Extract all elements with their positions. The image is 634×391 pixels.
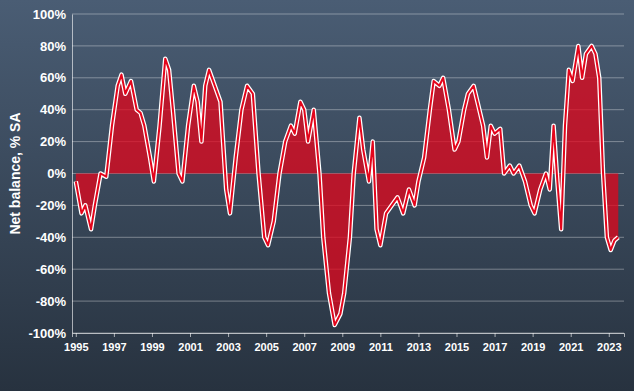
x-tick: 2013 <box>407 333 431 353</box>
x-tick-mark <box>266 333 267 337</box>
x-axis: 1995 1997 1999 2001 2003 2005 2007 2009 2011 2013… <box>64 333 624 353</box>
x-tick: 2017 <box>483 333 507 353</box>
x-tick-label: 2003 <box>216 341 240 353</box>
x-tick-mark <box>228 333 229 337</box>
x-tick-label: 2013 <box>407 341 431 353</box>
x-tick-label: 2005 <box>254 341 278 353</box>
y-tick: -60% <box>36 262 72 277</box>
x-tick: 2005 <box>254 333 278 353</box>
area <box>76 46 618 325</box>
grid-line <box>72 14 624 15</box>
x-tick-mark <box>456 333 457 337</box>
x-tick-label: 2009 <box>331 341 355 353</box>
y-tick-label: -80% <box>36 294 67 309</box>
x-tick: 1999 <box>140 333 164 353</box>
y-tick-label: 40% <box>40 102 66 117</box>
grid <box>72 14 624 333</box>
x-tick: 2009 <box>331 333 355 353</box>
x-tick-mark <box>495 333 496 337</box>
chart: -100% -80% -60% -40% -20% 0% 20% 40% 60% 80% 100% 1… <box>0 0 634 391</box>
y-axis-title: Net balance, % SA <box>7 112 23 234</box>
x-tick: 2023 <box>597 333 621 353</box>
x-tick: 2003 <box>216 333 240 353</box>
x-tick: 2019 <box>521 333 545 353</box>
y-tick-label: -20% <box>36 198 67 213</box>
x-tick-mark <box>114 333 115 337</box>
y-tick-label: 60% <box>40 70 66 85</box>
x-tick-mark <box>380 333 381 337</box>
y-axis-line <box>72 15 73 334</box>
x-tick-label: 2023 <box>597 341 621 353</box>
y-tick-label: 20% <box>40 134 66 149</box>
background <box>0 0 634 391</box>
x-tick: 2021 <box>559 333 583 353</box>
x-tick: 2007 <box>292 333 316 353</box>
x-tick-label: 2015 <box>445 341 469 353</box>
x-tick-label: 1999 <box>140 341 164 353</box>
x-tick-mark <box>76 333 77 337</box>
x-tick-label: 1995 <box>64 341 88 353</box>
y-tick-label: -40% <box>36 230 67 245</box>
x-tick-label: 2001 <box>178 341 202 353</box>
y-tick: -100% <box>28 326 72 341</box>
x-tick-label: 1997 <box>102 341 126 353</box>
plot-marks <box>76 46 618 325</box>
x-tick-mark <box>418 333 419 337</box>
y-tick: 0% <box>47 166 72 181</box>
x-tick-label: 2019 <box>521 341 545 353</box>
y-tick: 100% <box>33 7 72 22</box>
y-tick-label: 100% <box>33 7 67 22</box>
y-axis: -100% -80% -60% -40% -20% 0% 20% 40% 60% 80% 100% <box>28 7 72 341</box>
y-tick: -20% <box>36 198 72 213</box>
x-tick-mark <box>152 333 153 337</box>
x-tick-mark <box>304 333 305 337</box>
line <box>76 46 618 325</box>
x-axis-line <box>73 334 625 338</box>
x-tick-label: 2011 <box>369 341 393 353</box>
x-tick-mark <box>190 333 191 337</box>
y-tick-label: -60% <box>36 262 67 277</box>
x-tick-mark <box>571 333 572 337</box>
x-tick-label: 2021 <box>559 341 583 353</box>
x-tick: 2011 <box>369 333 393 353</box>
y-tick: 20% <box>40 134 72 149</box>
x-tick: 1995 <box>64 333 88 353</box>
y-tick-label: -100% <box>28 326 66 341</box>
x-tick-mark <box>609 333 610 337</box>
x-tick: 2015 <box>445 333 469 353</box>
y-tick: -80% <box>36 294 72 309</box>
x-tick: 2001 <box>178 333 202 353</box>
grid-line <box>72 45 624 46</box>
x-tick-mark <box>342 333 343 337</box>
y-tick-label: 0% <box>47 166 66 181</box>
y-tick: -40% <box>36 230 72 245</box>
x-tick-label: 2017 <box>483 341 507 353</box>
line-outline <box>76 46 618 325</box>
x-tick-mark <box>533 333 534 337</box>
grid-line <box>72 77 624 78</box>
grid-line <box>72 301 624 302</box>
y-tick: 60% <box>40 70 72 85</box>
grid-line <box>72 109 624 110</box>
x-tick: 1997 <box>102 333 126 353</box>
y-tick: 80% <box>40 39 72 54</box>
grid-line <box>72 141 624 142</box>
y-tick: 40% <box>40 102 72 117</box>
y-tick-label: 80% <box>40 39 66 54</box>
x-tick-label: 2007 <box>292 341 316 353</box>
